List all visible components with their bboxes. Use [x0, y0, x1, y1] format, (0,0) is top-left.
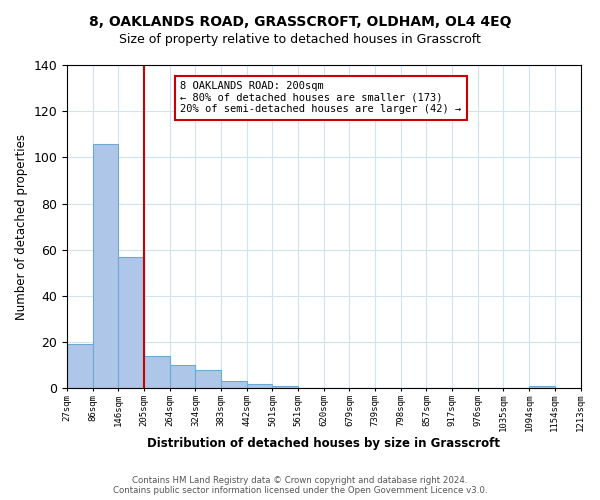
Bar — [93, 144, 118, 388]
Bar — [144, 356, 170, 388]
Text: Size of property relative to detached houses in Grasscroft: Size of property relative to detached ho… — [119, 32, 481, 46]
Text: 8, OAKLANDS ROAD, GRASSCROFT, OLDHAM, OL4 4EQ: 8, OAKLANDS ROAD, GRASSCROFT, OLDHAM, OL… — [89, 15, 511, 29]
Y-axis label: Number of detached properties: Number of detached properties — [15, 134, 28, 320]
Bar — [247, 384, 272, 388]
X-axis label: Distribution of detached houses by size in Grasscroft: Distribution of detached houses by size … — [148, 437, 500, 450]
Text: 8 OAKLANDS ROAD: 200sqm
← 80% of detached houses are smaller (173)
20% of semi-d: 8 OAKLANDS ROAD: 200sqm ← 80% of detache… — [180, 81, 461, 114]
Bar — [196, 370, 221, 388]
Bar — [118, 256, 144, 388]
Text: Contains HM Land Registry data © Crown copyright and database right 2024.
Contai: Contains HM Land Registry data © Crown c… — [113, 476, 487, 495]
Bar — [272, 386, 298, 388]
Bar — [529, 386, 555, 388]
Bar — [170, 365, 196, 388]
Bar — [67, 344, 93, 389]
Bar — [221, 382, 247, 388]
